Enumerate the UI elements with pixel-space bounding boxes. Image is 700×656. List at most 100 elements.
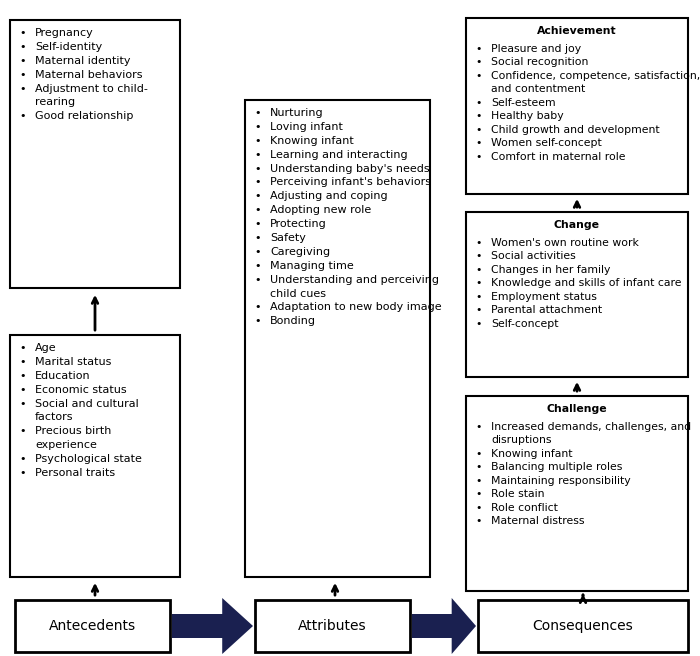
Text: Maternal distress: Maternal distress (491, 516, 584, 526)
Text: •: • (254, 136, 260, 146)
Text: •: • (475, 292, 482, 302)
Text: Women self-concept: Women self-concept (491, 138, 602, 148)
Text: •: • (475, 152, 482, 162)
Text: Role conflict: Role conflict (491, 503, 558, 513)
Text: •: • (475, 462, 482, 472)
Bar (10, 335, 180, 577)
Text: •: • (254, 233, 260, 243)
Text: Changes in her family: Changes in her family (491, 264, 610, 275)
Text: •: • (254, 275, 260, 285)
Text: Social activities: Social activities (491, 251, 575, 261)
Text: Age: Age (35, 343, 57, 353)
Bar (466, 18, 688, 194)
Text: Achievement: Achievement (537, 26, 617, 36)
Text: •: • (254, 316, 260, 326)
Text: Social and cultural: Social and cultural (35, 399, 139, 409)
Text: Women's own routine work: Women's own routine work (491, 237, 639, 247)
Text: Comfort in maternal role: Comfort in maternal role (491, 152, 626, 162)
Text: •: • (475, 98, 482, 108)
Text: Managing time: Managing time (270, 261, 354, 271)
Text: •: • (254, 122, 260, 132)
Text: Precious birth: Precious birth (35, 426, 111, 436)
Text: •: • (19, 357, 25, 367)
Text: •: • (19, 83, 25, 94)
Text: Maternal behaviors: Maternal behaviors (35, 70, 143, 79)
Text: •: • (19, 454, 25, 464)
Text: •: • (254, 302, 260, 312)
Text: Understanding and perceiving: Understanding and perceiving (270, 275, 439, 285)
Text: •: • (19, 399, 25, 409)
Text: •: • (254, 177, 260, 188)
Text: rearing: rearing (35, 98, 75, 108)
Polygon shape (412, 598, 476, 654)
Bar (10, 20, 180, 288)
Bar (466, 212, 688, 377)
Text: •: • (19, 42, 25, 52)
Text: Loving infant: Loving infant (270, 122, 343, 132)
Text: Economic status: Economic status (35, 384, 127, 395)
Text: •: • (254, 108, 260, 118)
Text: Maternal identity: Maternal identity (35, 56, 130, 66)
Text: child cues: child cues (270, 289, 326, 298)
Text: •: • (475, 138, 482, 148)
Text: •: • (475, 516, 482, 526)
Text: Parental attachment: Parental attachment (491, 305, 602, 316)
Text: Role stain: Role stain (491, 489, 545, 499)
Text: experience: experience (35, 440, 97, 450)
Text: Increased demands, challenges, and: Increased demands, challenges, and (491, 422, 691, 432)
Text: •: • (254, 192, 260, 201)
Text: •: • (475, 305, 482, 316)
Text: •: • (475, 278, 482, 288)
Text: factors: factors (35, 413, 74, 422)
Text: Knowing infant: Knowing infant (270, 136, 354, 146)
Text: •: • (475, 422, 482, 432)
Text: Adjustment to child-: Adjustment to child- (35, 83, 148, 94)
Bar (478, 600, 688, 652)
Text: Self-esteem: Self-esteem (491, 98, 556, 108)
Text: Employment status: Employment status (491, 292, 597, 302)
Text: Good relationship: Good relationship (35, 112, 134, 121)
Text: •: • (19, 384, 25, 395)
Text: Protecting: Protecting (270, 219, 327, 229)
Text: •: • (254, 205, 260, 215)
Text: Personal traits: Personal traits (35, 468, 115, 478)
Text: Self-identity: Self-identity (35, 42, 102, 52)
Bar (245, 100, 430, 577)
Text: Bonding: Bonding (270, 316, 316, 326)
Text: •: • (475, 476, 482, 486)
Text: Balancing multiple roles: Balancing multiple roles (491, 462, 622, 472)
Text: •: • (19, 28, 25, 38)
Text: •: • (475, 43, 482, 54)
Text: Marital status: Marital status (35, 357, 111, 367)
Text: Understanding baby's needs: Understanding baby's needs (270, 163, 430, 174)
Text: Nurturing: Nurturing (270, 108, 323, 118)
Text: •: • (475, 57, 482, 67)
Text: •: • (475, 112, 482, 121)
Text: •: • (475, 449, 482, 459)
Text: Consequences: Consequences (533, 619, 634, 633)
Text: Challenge: Challenge (547, 404, 608, 414)
Text: Adjusting and coping: Adjusting and coping (270, 192, 388, 201)
Text: Child growth and development: Child growth and development (491, 125, 659, 135)
Text: Social recognition: Social recognition (491, 57, 589, 67)
Text: •: • (475, 71, 482, 81)
Text: Healthy baby: Healthy baby (491, 112, 564, 121)
Text: Attributes: Attributes (298, 619, 367, 633)
Text: Pregnancy: Pregnancy (35, 28, 94, 38)
Text: Maintaining responsibility: Maintaining responsibility (491, 476, 631, 486)
Text: Adaptation to new body image: Adaptation to new body image (270, 302, 442, 312)
Text: Psychological state: Psychological state (35, 454, 142, 464)
Text: •: • (19, 426, 25, 436)
Text: •: • (475, 503, 482, 513)
Text: Knowledge and skills of infant care: Knowledge and skills of infant care (491, 278, 682, 288)
Text: •: • (254, 261, 260, 271)
Text: •: • (254, 247, 260, 257)
Text: •: • (475, 319, 482, 329)
Bar (15, 600, 170, 652)
Text: •: • (19, 112, 25, 121)
Text: Learning and interacting: Learning and interacting (270, 150, 407, 159)
Text: Perceiving infant's behaviors: Perceiving infant's behaviors (270, 177, 431, 188)
Bar (466, 396, 688, 591)
Text: •: • (475, 251, 482, 261)
Text: •: • (19, 468, 25, 478)
